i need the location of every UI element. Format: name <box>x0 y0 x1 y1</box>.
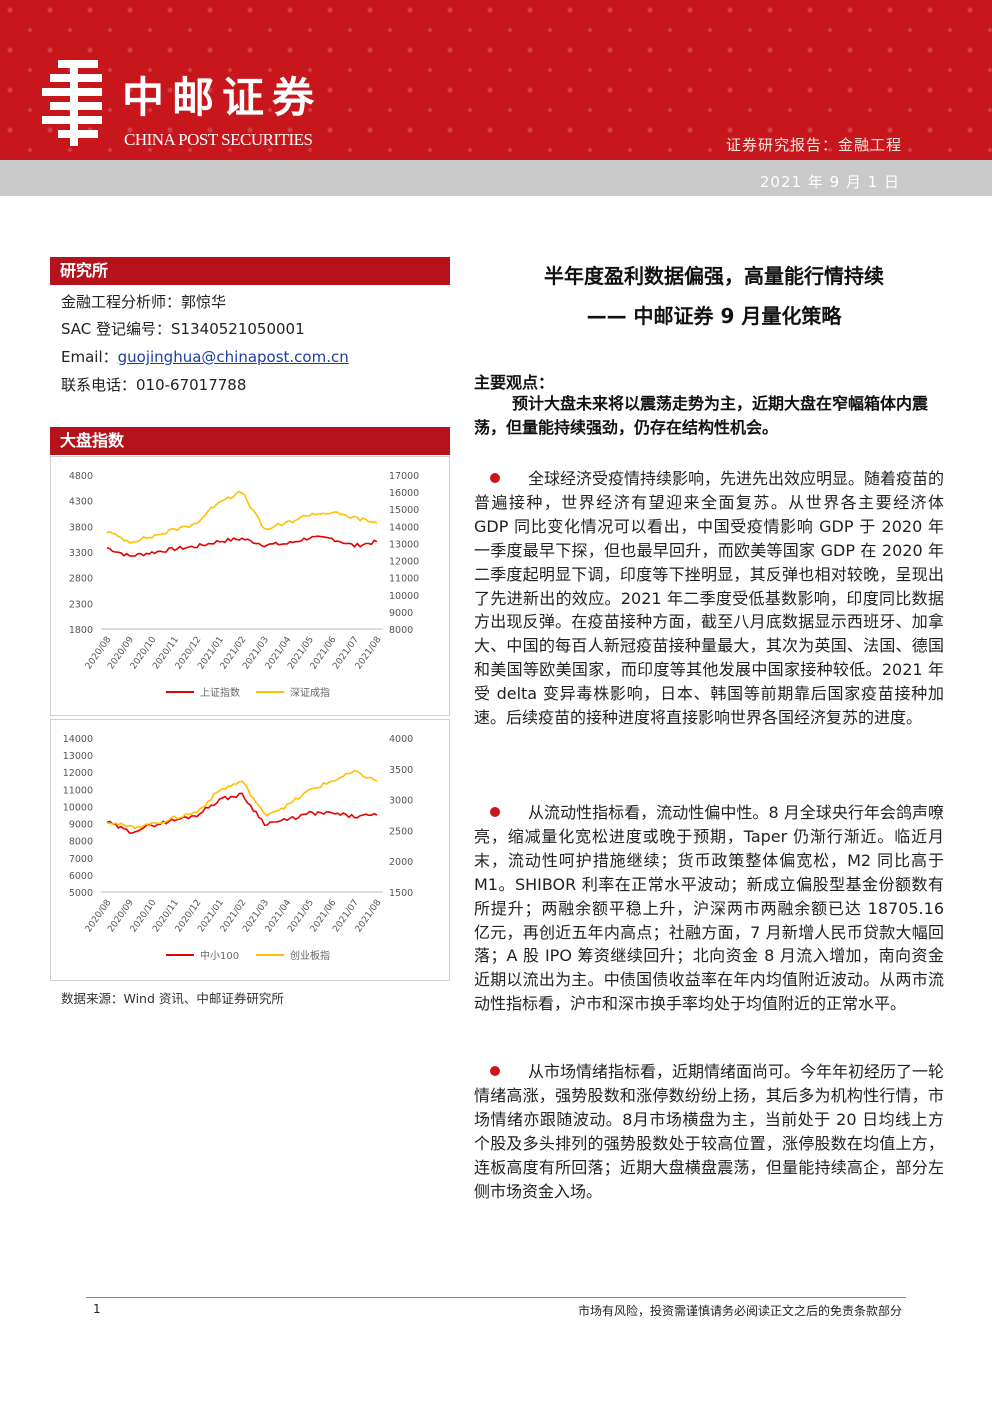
y-right-tick-label: 15000 <box>389 505 419 516</box>
series-line-0 <box>106 792 378 834</box>
y-left-tick-label: 3800 <box>69 522 93 533</box>
main-view-text: 预计大盘未来将以震荡走势为主，近期大盘在窄幅箱体内震荡，但量能持续强劲，仍存在结… <box>474 394 929 437</box>
y-right-tick-label: 2500 <box>389 826 413 837</box>
y-right-tick-label: 13000 <box>389 539 419 550</box>
y-right-tick-label: 12000 <box>389 557 419 568</box>
legend-label: 上证指数 <box>200 686 240 699</box>
report-date: 2021 年 9 月 1 日 <box>759 173 900 191</box>
y-right-tick-label: 8000 <box>389 625 413 636</box>
y-left-tick-label: 8000 <box>69 837 93 848</box>
series-line-0 <box>106 535 378 557</box>
china-post-logo-icon <box>42 60 102 146</box>
paragraph-economy: 全球经济受疫情持续影响，先进先出效应明显。随着疫苗的普遍接种，世界经济有望迎来全… <box>474 467 944 730</box>
footer-divider <box>86 1297 906 1298</box>
chart-sh-sz: 4800 4300 3800 3300 2800 2300 1800 17000 16000 15… <box>50 456 450 716</box>
y-left-tick-label: 4800 <box>69 471 93 482</box>
institute-heading: 研究所 <box>50 257 450 285</box>
y-left-tick-label: 5000 <box>69 888 93 899</box>
report-title: 半年度盈利数据偏强，高量能行情持续 <box>544 264 884 288</box>
email-link[interactable]: guojinghua@chinapost.com.cn <box>117 348 349 366</box>
y-left-tick-label: 12000 <box>63 768 93 779</box>
chart-sh-sz-svg: 4800 4300 3800 3300 2800 2300 1800 17000 16000 15… <box>69 471 419 699</box>
series-line-1 <box>106 490 378 544</box>
y-right-tick-label: 10000 <box>389 591 419 602</box>
bullet-icon <box>490 807 500 817</box>
y-right-tick-label: 11000 <box>389 574 419 585</box>
y-left-tick-label: 3300 <box>69 548 93 559</box>
main-view-label: 主要观点： <box>474 373 555 392</box>
paragraph-text: 全球经济受疫情持续影响，先进先出效应明显。随着疫苗的普遍接种，世界经济有望迎来全… <box>474 469 945 728</box>
paragraph-text: 从流动性指标看，流动性偏中性。8 月全球央行年会鸽声嘹亮，缩减量化宽松进度或晚于… <box>474 803 944 1014</box>
y-left-tick-label: 2800 <box>69 574 93 585</box>
email-label: Email： <box>61 348 118 366</box>
brand-name-cn: 中邮证券 <box>122 73 323 122</box>
page-number: 1 <box>93 1302 101 1316</box>
data-source: 数据来源：Wind 资讯、中邮证券研究所 <box>61 991 284 1006</box>
y-left-tick-label: 4300 <box>69 497 93 508</box>
legend-label: 中小100 <box>200 949 239 962</box>
paragraph-sentiment: 从市场情绪指标看，近期情绪面尚可。今年年初经历了一轮情绪高涨，强势股数和涨停数纷… <box>474 1060 944 1203</box>
phone-number: 联系电话：010-67017788 <box>61 376 247 394</box>
y-right-tick-label: 4000 <box>389 734 413 745</box>
email-line: Email：guojinghua@chinapost.com.cn <box>61 346 349 367</box>
y-left-tick-label: 2300 <box>69 599 93 610</box>
y-right-tick-label: 2000 <box>389 857 413 868</box>
y-left-tick-label: 6000 <box>69 871 93 882</box>
brand-name-en: CHINA POST SECURITIES <box>124 130 313 149</box>
y-right-tick-label: 16000 <box>389 488 419 499</box>
header-banner: 中邮证券 CHINA POST SECURITIES 证券研究报告：金融工程 <box>0 0 992 160</box>
legend-label: 深证成指 <box>290 686 330 699</box>
y-right-tick-label: 17000 <box>389 471 419 482</box>
analyst-name: 金融工程分析师：郭惊华 <box>61 293 227 311</box>
y-left-tick-label: 14000 <box>63 734 93 745</box>
bullet-icon <box>490 1066 500 1076</box>
paragraph-liquidity: 从流动性指标看，流动性偏中性。8 月全球央行年会鸽声嘹亮，缩减量化宽松进度或晚于… <box>474 801 944 1016</box>
sac-number: SAC 登记编号：S1340521050001 <box>61 320 305 338</box>
footer-disclaimer: 市场有风险，投资需谨慎请务必阅读正文之后的免责条款部分 <box>577 1304 902 1318</box>
y-left-tick-label: 1800 <box>69 625 93 636</box>
date-bar <box>0 160 992 196</box>
y-right-tick-label: 3000 <box>389 796 413 807</box>
bullet-icon <box>490 473 500 483</box>
chart-smb-gem: 14000 13000 12000 11000 10000 9000 8000 7000 600… <box>50 719 450 981</box>
paragraph-text: 从市场情绪指标看，近期情绪面尚可。今年年初经历了一轮情绪高涨，强势股数和涨停数纷… <box>474 1062 945 1201</box>
report-type: 证券研究报告：金融工程 <box>725 136 902 154</box>
y-right-tick-label: 9000 <box>389 608 413 619</box>
y-left-tick-label: 11000 <box>63 785 93 796</box>
banner-pattern <box>0 0 992 160</box>
series-line-1 <box>106 769 378 830</box>
y-right-tick-label: 3500 <box>389 765 413 776</box>
y-left-tick-label: 9000 <box>69 820 93 831</box>
index-heading: 大盘指数 <box>50 427 450 455</box>
y-left-tick-label: 7000 <box>69 854 93 865</box>
chart-smb-gem-svg: 14000 13000 12000 11000 10000 9000 8000 7000 600… <box>63 734 413 962</box>
y-right-tick-label: 14000 <box>389 522 419 533</box>
report-subtitle: —— 中邮证券 9 月量化策略 <box>586 304 842 328</box>
y-right-tick-label: 1500 <box>389 888 413 899</box>
y-left-tick-label: 13000 <box>63 751 93 762</box>
y-left-tick-label: 10000 <box>63 802 93 813</box>
legend-label: 创业板指 <box>290 949 330 962</box>
